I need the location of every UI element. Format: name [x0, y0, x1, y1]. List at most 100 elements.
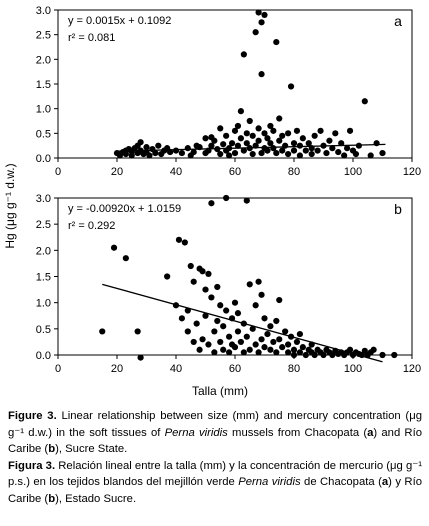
panel-b-data-point	[175, 236, 183, 243]
panel-a-data-point	[320, 142, 327, 149]
panel-a-data-point	[285, 130, 292, 137]
caption-es-text-4: ), Estado Sucre.	[55, 492, 137, 505]
caption-en-text-4: ), Sucre State.	[55, 443, 128, 456]
panel-b-data-point	[202, 286, 209, 293]
panel-a-y-tick-label: 1.0	[36, 104, 51, 116]
panel-b-x-tick-label: 120	[403, 363, 421, 375]
panel-a-data-point	[338, 140, 345, 147]
panel-b-data-point	[249, 325, 256, 332]
panel-a-y-tick-label: 1.5	[36, 79, 51, 91]
panel-b-y-tick-label: 2.0	[36, 245, 51, 257]
panel-b-data-point	[267, 323, 274, 330]
panel-a-data-point	[273, 38, 280, 46]
panel-a-data-point	[255, 9, 262, 16]
panel-b-data-point	[255, 278, 262, 285]
panel-a-data-point	[373, 140, 380, 147]
panel-a-data-point	[287, 83, 295, 90]
panel-a-data-point	[326, 137, 333, 144]
panel-b-letter: b	[394, 201, 402, 217]
panel-b-data-point	[255, 349, 262, 356]
panel-b-data-point	[184, 307, 191, 314]
panel-b-data-point	[164, 273, 171, 280]
panel-a-data-point	[341, 152, 348, 159]
panel-b-data-point	[226, 349, 233, 356]
panel-b-data-point	[276, 296, 283, 304]
panel-a-y-tick-label: 2.0	[36, 54, 51, 66]
panel-a-x-tick-label: 80	[288, 166, 300, 178]
panel-a-equation: y = 0.0015x + 0.1092	[68, 15, 171, 27]
panel-a-data-point	[226, 152, 233, 159]
panel-b-data-point	[276, 336, 283, 343]
panel-a-data-point	[270, 145, 277, 152]
panel-a-x-tick-label: 0	[55, 166, 61, 178]
panel-a-y-tick-label: 3.0	[36, 5, 51, 17]
panel-b-x-tick-label: 100	[344, 363, 362, 375]
panel-b-data-point	[214, 283, 221, 291]
panel-a-data-point	[252, 29, 259, 36]
panel-b-data-point	[267, 346, 274, 353]
y-axis-title: Hg (μg g⁻¹ d.w.)	[3, 163, 17, 248]
panel-a-data-point	[146, 152, 153, 159]
caption-spanish: Figura 3. Relación lineal entre la talla…	[8, 458, 422, 508]
caption-en-b: b	[48, 443, 56, 456]
panel-a-data-point	[249, 132, 256, 139]
panel-a-y-tick-label: 2.5	[36, 30, 51, 42]
panel-a-data-point	[261, 130, 268, 137]
panel-b-data-point	[234, 310, 242, 317]
caption-es-a: a	[381, 476, 389, 489]
panel-a-r-squared: r² = 0.081	[68, 32, 115, 44]
panel-a-x-tick-label: 20	[111, 166, 123, 178]
panel-b-data-point	[379, 351, 386, 359]
panel-b-data-point	[211, 328, 218, 335]
panel-a-data-point	[344, 145, 351, 152]
figure-caption: Figure 3. Linear relationship between si…	[8, 408, 422, 508]
panel-a-data-point	[190, 148, 197, 156]
panel-a-data-point	[217, 150, 224, 158]
panel-a-data-point	[276, 115, 283, 122]
panel-a-data-point	[231, 127, 239, 134]
panel-a-data-point	[214, 146, 221, 153]
panel-a-data-point	[299, 135, 306, 142]
caption-en-species: Perna viridis	[164, 426, 228, 439]
panel-b-data-point	[246, 281, 253, 288]
panel-b-data-point	[202, 312, 209, 319]
panel-b-data-point	[273, 349, 280, 356]
panel-a-data-point	[137, 139, 144, 146]
panel-b-data-point	[391, 351, 398, 359]
x-axis-title: Talla (mm)	[192, 384, 248, 398]
panel-b-data-point	[243, 333, 250, 340]
panel-a-data-point	[367, 152, 374, 159]
panel-b-x-tick-label: 20	[111, 363, 123, 375]
panel-a-data-point	[172, 147, 180, 154]
panel-b-data-point	[240, 320, 247, 327]
panel-b-data-point	[258, 336, 265, 343]
panel-b-data-point	[279, 344, 286, 351]
panel-a-data-point	[155, 142, 162, 149]
caption-en-text-3: ) and Río Caribe (	[8, 426, 423, 456]
panel-a-data-point	[237, 135, 244, 142]
panel-a-data-point	[243, 130, 250, 137]
panel-a-data-point	[234, 142, 242, 149]
panel-a-data-point	[143, 144, 150, 151]
panel-a-data-point	[205, 147, 212, 154]
panel-a-data-point	[264, 135, 271, 142]
panel-b-data-point	[296, 349, 303, 356]
caption-es-species: Perna viridis	[238, 476, 301, 489]
panel-b-data-point	[223, 307, 230, 314]
panel-a-data-point	[261, 11, 268, 19]
panel-a-data-point	[285, 150, 292, 158]
panel-a-data-point	[279, 132, 286, 139]
panel-a-data-point	[258, 71, 265, 78]
caption-es-text-3: ) y Río Caribe (	[8, 476, 422, 505]
panel-b-data-point	[217, 302, 224, 309]
panel-a-x-tick-label: 120	[403, 166, 421, 178]
caption-es-text-1: Relación lineal entre la talla (mm) y la…	[8, 459, 422, 489]
panel-b-data-point	[228, 315, 236, 322]
panel-a-data-point	[211, 137, 218, 144]
panel-b-y-tick-label: 2.5	[36, 219, 51, 231]
panel-b-equation: y = -0.00920x + 1.0159	[68, 203, 181, 215]
panel-b-data-point	[205, 341, 212, 348]
panel-a-data-point	[270, 127, 277, 134]
panel-b-data-point	[208, 294, 215, 301]
panel-a-data-point	[228, 140, 236, 147]
